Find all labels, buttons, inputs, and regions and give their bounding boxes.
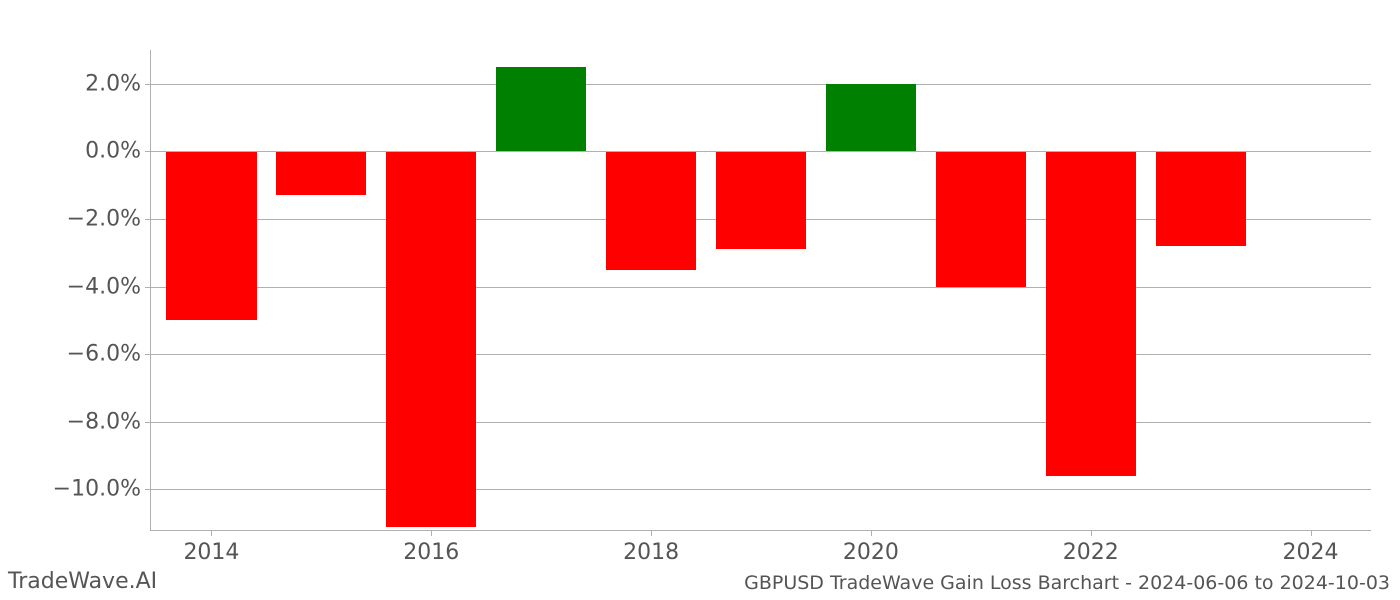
y-tick-label: 2.0% <box>85 71 151 96</box>
gainloss-bar <box>716 151 806 249</box>
gainloss-bar <box>826 84 916 152</box>
y-tick-label: 0.0% <box>85 139 151 164</box>
chart-figure: 2.0% 0.0% −2.0% −4.0% −6.0% −8.0% −10.0% 2014 20… <box>0 0 1400 600</box>
y-gridline <box>151 84 1371 85</box>
y-tick-label: −6.0% <box>67 342 151 367</box>
y-tick-label: −10.0% <box>53 477 151 502</box>
x-tick-label: 2016 <box>403 530 459 565</box>
gainloss-bar <box>386 151 476 526</box>
gainloss-bar <box>1046 151 1136 476</box>
y-gridline <box>151 287 1371 288</box>
x-tick-label: 2014 <box>183 530 239 565</box>
x-tick-label: 2018 <box>623 530 679 565</box>
y-gridline <box>151 422 1371 423</box>
y-tick-label: −4.0% <box>67 274 151 299</box>
y-tick-label: −2.0% <box>67 207 151 232</box>
gainloss-bar <box>606 151 696 269</box>
gainloss-bar <box>276 151 366 195</box>
footer-right-caption: GBPUSD TradeWave Gain Loss Barchart - 20… <box>744 572 1390 594</box>
x-tick-label: 2020 <box>843 530 899 565</box>
y-tick-label: −8.0% <box>67 409 151 434</box>
x-tick-label: 2024 <box>1283 530 1339 565</box>
plot-area: 2.0%0.0%−2.0%−4.0%−6.0%−8.0%−10.0%201420… <box>150 50 1371 531</box>
gainloss-bar <box>166 151 256 320</box>
gainloss-bar <box>1156 151 1246 246</box>
gainloss-bar <box>936 151 1026 286</box>
gainloss-bar <box>496 67 586 152</box>
y-gridline <box>151 489 1371 490</box>
zero-line <box>151 151 1371 152</box>
footer-left-brand: TradeWave.AI <box>8 569 157 594</box>
y-gridline <box>151 354 1371 355</box>
x-tick-label: 2022 <box>1063 530 1119 565</box>
